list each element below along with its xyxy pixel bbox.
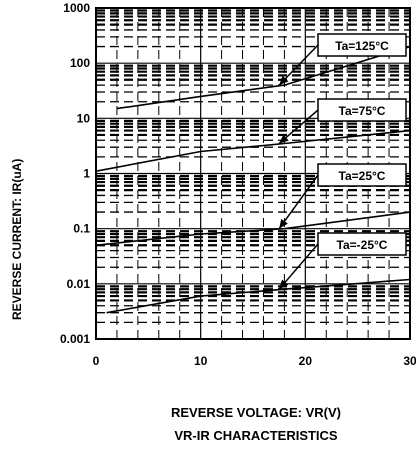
annotation-arrowhead	[279, 218, 288, 229]
y-axis-label: REVERSE CURRENT: IR(uA)	[10, 158, 24, 320]
annotation-label: Ta=25°C	[339, 169, 386, 183]
annotation-leader-line	[278, 243, 319, 290]
annotation-box	[317, 232, 407, 256]
annotation-box	[317, 33, 407, 57]
annotation-leader-line	[278, 44, 319, 86]
chart-title: VR-IR CHARACTERISTICS	[174, 428, 338, 443]
annotation-leader-line	[278, 174, 319, 230]
annotation-box	[317, 98, 407, 122]
y-tick-label: 1000	[63, 1, 90, 15]
y-tick-label: 0.01	[67, 277, 91, 291]
x-tick-label: 10	[194, 354, 208, 368]
y-tick-label: 1	[83, 167, 90, 181]
plot-frame	[95, 7, 411, 340]
annotation-label: Ta=75°C	[339, 104, 386, 118]
y-tick-label: 0.001	[60, 332, 90, 346]
annotation-arrowhead	[279, 279, 289, 290]
series-line	[95, 129, 411, 172]
x-tick-label: 20	[299, 354, 313, 368]
series-line	[95, 211, 411, 247]
annotation-label: Ta=125°C	[335, 39, 389, 53]
annotation-label: Ta=-25°C	[337, 238, 388, 252]
x-tick-label: 30	[403, 354, 416, 368]
series-line	[116, 45, 411, 110]
series-line	[106, 278, 411, 314]
annotation-arrowhead	[279, 134, 289, 144]
x-tick-label: 0	[93, 354, 100, 368]
x-axis-label: REVERSE VOLTAGE: VR(V)	[171, 405, 341, 420]
annotation-arrowhead	[279, 75, 289, 86]
y-tick-label: 10	[77, 111, 91, 125]
y-tick-label: 100	[70, 56, 90, 70]
annotation-box	[317, 163, 407, 187]
y-tick-label: 0.1	[73, 222, 90, 236]
